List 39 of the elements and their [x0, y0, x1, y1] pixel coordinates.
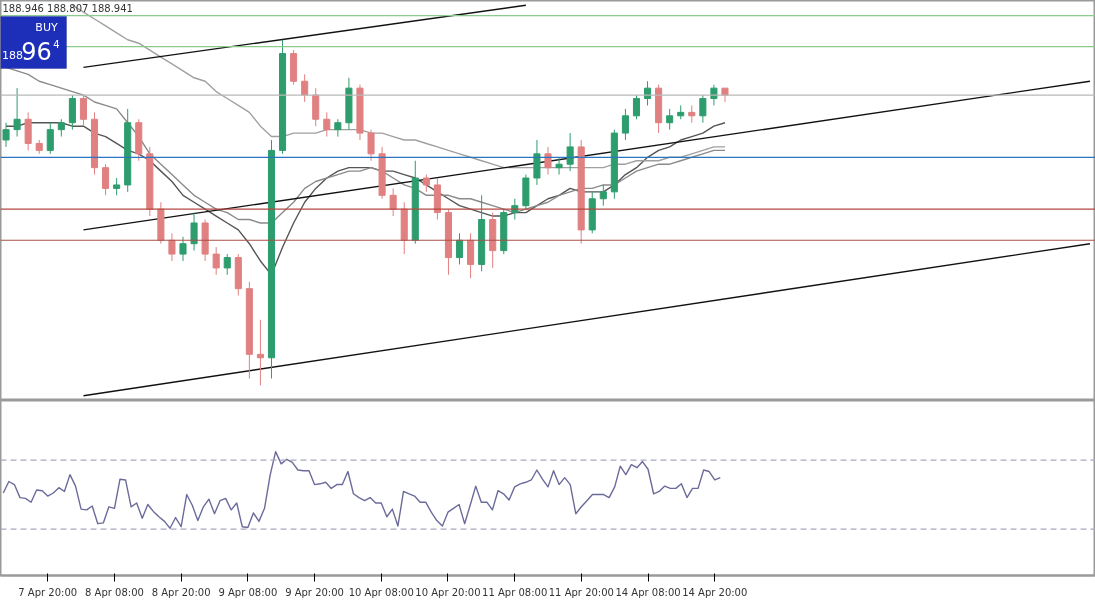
candlestick [555, 156, 563, 176]
candlestick [566, 132, 574, 172]
candlestick [599, 184, 607, 207]
candlestick [212, 246, 220, 276]
candlestick [256, 319, 264, 386]
candlestick [544, 146, 552, 176]
candlestick [102, 163, 110, 196]
candlestick [621, 108, 629, 141]
x-tick-label: 8 Apr 20:00 [151, 586, 211, 598]
candlestick [455, 232, 464, 265]
candlestick [168, 232, 176, 262]
candlestick [223, 253, 231, 276]
x-tick-label: 10 Apr 08:00 [348, 586, 414, 598]
x-tick-label: 7 Apr 20:00 [18, 586, 78, 598]
x-tick-label: 14 Apr 20:00 [682, 586, 748, 598]
candlestick [2, 122, 10, 148]
candlestick [190, 212, 198, 252]
candlestick [179, 236, 187, 262]
candlestick [632, 94, 641, 120]
annotation: 96 [21, 37, 52, 66]
x-tick-label: 8 Apr 08:00 [85, 586, 144, 598]
candlestick [389, 187, 397, 217]
x-tick-label: 14 Apr 08:00 [615, 586, 681, 598]
candlestick [46, 122, 54, 155]
text: BUY [35, 21, 58, 34]
candlestick [699, 94, 707, 124]
text: 188.946 188.807 188.941 [2, 3, 133, 14]
candlestick [367, 129, 375, 162]
candlestick [323, 111, 331, 138]
candlestick [13, 87, 21, 138]
annotation: 188 [2, 48, 23, 62]
x-tick-label: 9 Apr 08:00 [218, 586, 278, 598]
candlestick [666, 108, 674, 131]
candlestick [79, 94, 87, 127]
annotation: 4 [53, 38, 60, 50]
x-tick-label: 10 Apr 20:00 [415, 586, 481, 598]
x-tick-label: 11 Apr 20:00 [548, 586, 614, 598]
x-tick-label: 11 Apr 08:00 [482, 586, 548, 598]
x-tick-label: 9 Apr 20:00 [285, 586, 344, 598]
